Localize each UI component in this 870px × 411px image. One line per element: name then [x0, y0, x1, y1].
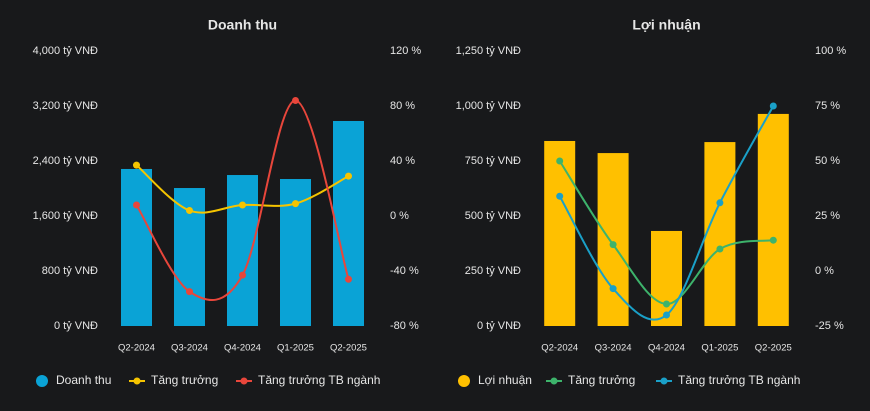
bar	[333, 120, 364, 326]
y2-tick-label: 80 %	[390, 100, 415, 112]
legend-marker	[550, 377, 558, 385]
bar	[121, 168, 152, 326]
legend-marker	[133, 377, 141, 385]
x-tick-label: Q2-2025	[755, 343, 792, 354]
legend-marker	[240, 377, 248, 385]
line-point	[769, 236, 777, 244]
y2-tick-label: 50 %	[815, 155, 840, 167]
y2-tick-label: -40 %	[390, 265, 419, 277]
y-tick-label: 2,400 tỷ VNĐ	[33, 155, 98, 167]
y-tick-label: 0 tỷ VNĐ	[54, 320, 98, 332]
y2-tick-label: 40 %	[390, 155, 415, 167]
line-point	[716, 199, 724, 207]
x-tick-label: Q2-2024	[118, 343, 155, 354]
y-tick-label: 500 tỷ VNĐ	[465, 210, 521, 222]
line-point	[186, 207, 193, 214]
line-point	[769, 102, 777, 110]
x-tick-label: Q3-2024	[171, 343, 208, 354]
chart-title: Doanh thu	[208, 17, 277, 33]
x-tick-label: Q3-2024	[595, 343, 632, 354]
legend-label: Tăng trưởng	[568, 373, 635, 387]
chart-title: Lợi nhuận	[632, 17, 700, 33]
line-point	[609, 241, 617, 249]
bar	[651, 230, 682, 326]
line-point	[609, 285, 617, 293]
bar	[544, 140, 576, 326]
legend-label: Tăng trưởng TB ngành	[258, 373, 380, 387]
x-tick-label: Q2-2024	[541, 343, 578, 354]
line-point	[239, 201, 246, 209]
y-tick-label: 1,600 tỷ VNĐ	[33, 210, 98, 222]
bar	[227, 175, 258, 326]
legend-marker	[36, 375, 48, 387]
line-point	[716, 245, 724, 253]
bar	[757, 113, 789, 326]
line-point	[345, 172, 352, 180]
y-tick-label: 0 tỷ VNĐ	[477, 320, 521, 332]
y2-tick-label: -25 %	[815, 320, 844, 332]
line-point	[345, 275, 352, 283]
line-point	[133, 201, 140, 209]
line-point	[133, 161, 140, 169]
y2-tick-label: -80 %	[390, 320, 419, 332]
x-tick-label: Q1-2025	[701, 343, 738, 354]
x-tick-label: Q1-2025	[277, 343, 314, 354]
line-point	[186, 288, 193, 296]
line-point	[239, 271, 246, 279]
x-tick-label: Q4-2024	[648, 343, 685, 354]
line-point	[556, 192, 564, 200]
y2-tick-label: 100 %	[815, 45, 846, 57]
line-point	[292, 200, 299, 208]
y2-tick-label: 0 %	[815, 265, 834, 277]
bar	[704, 142, 736, 326]
legend-label: Doanh thu	[56, 373, 111, 387]
line-point	[556, 157, 564, 165]
line-point	[663, 311, 670, 319]
y2-tick-label: 75 %	[815, 100, 840, 112]
legend-label: Tăng trưởng TB ngành	[678, 373, 800, 387]
y-tick-label: 1,250 tỷ VNĐ	[456, 45, 521, 57]
y-tick-label: 4,000 tỷ VNĐ	[33, 45, 98, 57]
y-tick-label: 1,000 tỷ VNĐ	[456, 100, 521, 112]
y2-tick-label: 25 %	[815, 210, 840, 222]
x-tick-label: Q4-2024	[224, 343, 261, 354]
legend-marker	[660, 377, 668, 385]
x-tick-label: Q2-2025	[330, 343, 367, 354]
bar	[597, 153, 629, 326]
y2-tick-label: 120 %	[390, 45, 421, 57]
legend-marker	[458, 375, 470, 387]
legend-label: Tăng trưởng	[151, 373, 218, 387]
y-tick-label: 250 tỷ VNĐ	[465, 265, 521, 277]
line	[135, 99, 350, 302]
y-tick-label: 800 tỷ VNĐ	[42, 265, 98, 277]
line-point	[292, 97, 299, 104]
y-tick-label: 3,200 tỷ VNĐ	[33, 100, 98, 112]
legend-label: Lợi nhuận	[478, 373, 532, 387]
y2-tick-label: 0 %	[390, 210, 409, 222]
y-tick-label: 750 tỷ VNĐ	[465, 155, 521, 167]
line-point	[663, 300, 670, 308]
